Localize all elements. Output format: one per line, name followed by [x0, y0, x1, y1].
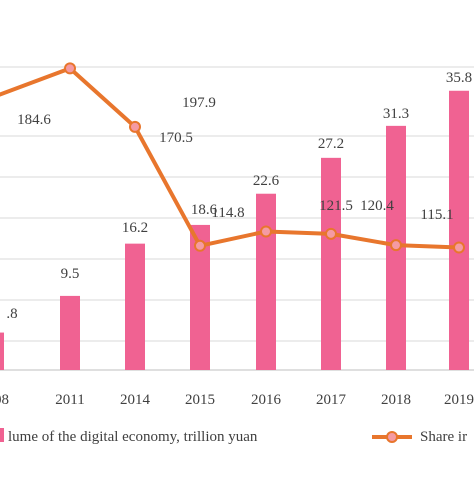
line-point [194, 239, 206, 252]
x-tick-label: 2011 [55, 392, 84, 408]
line-value-label: 197.9 [182, 95, 216, 111]
bar [321, 157, 341, 370]
x-tick-label: 2008 [0, 392, 9, 408]
data-labels: .8 9.5 16.2 18.6 22.6 27.2 31.3 35.8 184.6 197.9 1… [6, 70, 472, 322]
x-tick-label: 2019 [444, 392, 474, 408]
line-point [129, 120, 141, 133]
x-tick-label: 2016 [251, 392, 282, 408]
bar-value-label: 27.2 [318, 136, 344, 152]
line-value-label: 121.5 [319, 198, 353, 214]
bar [449, 90, 469, 370]
bar [0, 332, 4, 370]
line-path [0, 66, 460, 250]
line-value-label: 120.4 [360, 198, 394, 214]
legend-bar-swatch [0, 428, 4, 442]
line-series [0, 62, 465, 254]
line-point [325, 227, 337, 240]
line-value-label: 115.1 [420, 207, 453, 223]
line-point [260, 225, 272, 238]
bar-value-label: 22.6 [253, 173, 280, 189]
x-axis-ticks: 2008 2011 2014 2015 2016 2017 2018 2019 [0, 392, 474, 408]
line-point [64, 62, 76, 75]
x-tick-label: 2017 [316, 392, 347, 408]
bar-series [0, 90, 469, 370]
legend-bar-label: lume of the digital economy, trillion yu… [8, 429, 258, 445]
legend-line-label: Share ir [420, 429, 467, 445]
legend-line-marker [386, 431, 398, 443]
bar-value-label: 31.3 [383, 106, 409, 122]
legend: lume of the digital economy, trillion yu… [0, 428, 467, 445]
bar [190, 224, 210, 370]
line-value-label: 114.8 [211, 205, 244, 221]
line-value-label: 170.5 [159, 130, 193, 146]
x-tick-label: 2015 [185, 392, 215, 408]
bar-value-label: 16.2 [122, 220, 148, 236]
bar [125, 243, 145, 370]
x-tick-label: 2014 [120, 392, 151, 408]
line-value-label: 184.6 [17, 112, 51, 128]
line-point [453, 241, 465, 254]
bar [60, 295, 80, 370]
line-point [390, 239, 402, 252]
x-tick-label: 2018 [381, 392, 411, 408]
bar-value-label: 9.5 [61, 266, 80, 282]
bar-value-label: .8 [6, 306, 17, 322]
bar-value-label: 18.6 [191, 202, 218, 218]
bar-value-label: 35.8 [446, 70, 472, 86]
bar [256, 193, 276, 370]
